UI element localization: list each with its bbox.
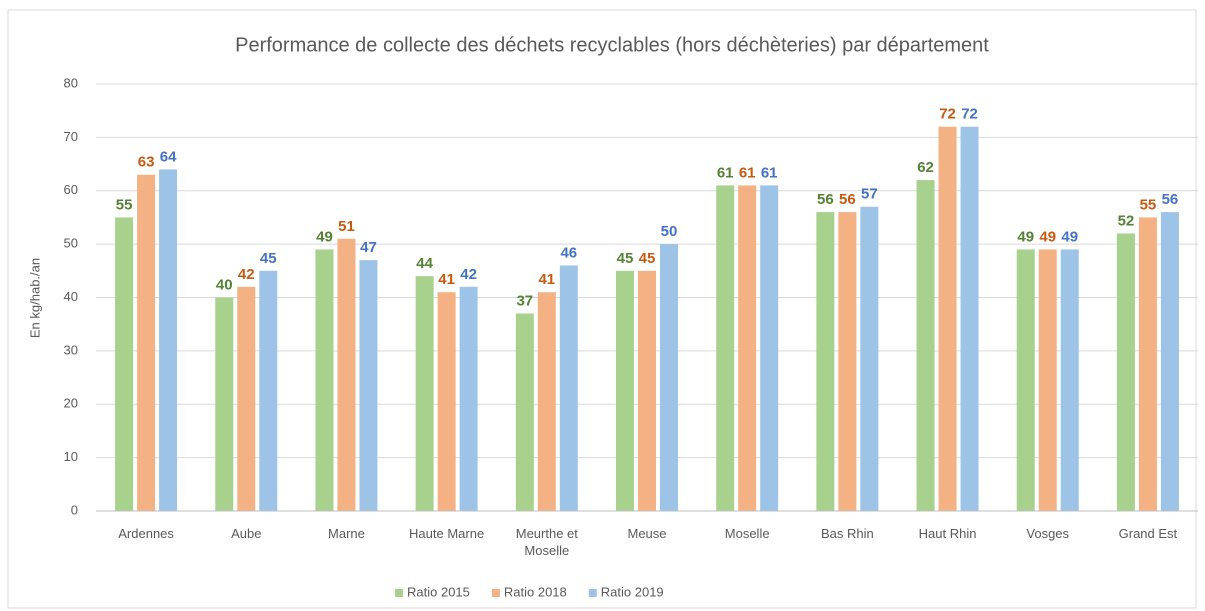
- x-tick-label: Vosges: [1026, 526, 1070, 541]
- data-label: 41: [438, 271, 455, 288]
- bar: [459, 286, 478, 511]
- y-tick-label: 30: [64, 342, 78, 357]
- bar: [359, 260, 378, 511]
- y-tick-label: 60: [64, 182, 78, 197]
- bar: [938, 126, 957, 511]
- bar: [1016, 249, 1035, 511]
- y-axis-label: En kg/hab./an: [27, 258, 42, 338]
- data-label: 56: [839, 191, 856, 208]
- bar: [716, 185, 735, 511]
- y-tick-label: 10: [64, 449, 78, 464]
- bar: [559, 265, 578, 511]
- legend-label: Ratio 2019: [601, 584, 664, 599]
- data-label: 64: [160, 148, 177, 165]
- x-tick-label: Moselle: [724, 526, 770, 541]
- bar: [159, 169, 178, 511]
- bar: [259, 270, 278, 511]
- bar: [315, 249, 334, 511]
- y-tick-label: 20: [64, 396, 78, 411]
- x-tick-label: Marne: [328, 526, 365, 541]
- bar: [638, 270, 656, 511]
- data-label: 41: [538, 271, 555, 288]
- x-tick-label: Meuse: [627, 526, 667, 541]
- bar: [760, 185, 779, 511]
- chart-border: [7, 9, 1197, 609]
- bar: [137, 174, 156, 512]
- data-label: 49: [316, 228, 333, 245]
- bar: [415, 276, 434, 511]
- bar: [838, 212, 857, 511]
- data-label: 61: [739, 164, 756, 181]
- chart-title: Performance de collecte des déchets recy…: [235, 34, 989, 56]
- x-tick-label: Aube: [231, 526, 262, 541]
- data-label: 45: [639, 250, 656, 267]
- data-label: 56: [817, 191, 834, 208]
- x-tick-label: Grand Est: [1118, 526, 1178, 541]
- bar: [738, 185, 757, 511]
- data-label: 61: [717, 164, 734, 181]
- data-label: 52: [1118, 212, 1135, 229]
- data-label: 56: [1162, 191, 1179, 208]
- data-label: 47: [360, 239, 377, 256]
- data-label: 55: [1140, 196, 1157, 213]
- data-label: 61: [761, 164, 778, 181]
- bar: [1160, 212, 1179, 511]
- bar: [916, 180, 935, 511]
- bar: [237, 286, 256, 511]
- data-label: 50: [661, 223, 678, 240]
- bar: [537, 292, 556, 511]
- y-tick-label: 70: [64, 129, 78, 144]
- data-label: 51: [338, 218, 355, 235]
- bar: [115, 217, 134, 511]
- data-label: 46: [560, 244, 577, 261]
- legend-label: Ratio 2015: [407, 584, 470, 599]
- legend-swatch: [491, 589, 500, 597]
- bar: [860, 206, 879, 511]
- y-tick-label: 80: [64, 75, 78, 90]
- x-tick-label: Meurthe et Moselle: [515, 526, 578, 558]
- y-tick-label: 50: [64, 236, 78, 251]
- y-tick-label: 0: [71, 502, 78, 517]
- bar: [660, 244, 678, 511]
- bar: [515, 313, 534, 511]
- y-tick-label: 40: [64, 289, 78, 304]
- bar: [437, 292, 456, 511]
- data-label: 42: [460, 266, 477, 283]
- bar: [1116, 233, 1135, 511]
- data-label: 45: [617, 250, 634, 267]
- bar: [337, 238, 356, 511]
- data-label: 49: [1017, 228, 1034, 245]
- x-tick-label: Haut Rhin: [918, 526, 977, 541]
- bar: [1060, 249, 1079, 511]
- x-tick-label: Haute Marne: [409, 526, 485, 541]
- data-label: 62: [917, 159, 934, 176]
- data-label: 40: [216, 276, 233, 293]
- data-label: 55: [116, 196, 133, 213]
- data-label: 45: [260, 250, 277, 267]
- x-tick-label: Bas Rhin: [820, 526, 874, 541]
- data-label: 57: [861, 186, 878, 203]
- bar: [960, 126, 979, 511]
- bar: [616, 270, 634, 511]
- bar: [1038, 249, 1057, 511]
- data-label: 63: [138, 154, 155, 171]
- data-label: 42: [238, 266, 255, 283]
- data-label: 49: [1039, 228, 1056, 245]
- legend-label: Ratio 2018: [504, 584, 567, 599]
- x-tick-label: Ardennes: [118, 526, 174, 541]
- bar: [215, 297, 234, 511]
- data-label: 72: [961, 106, 978, 123]
- data-label: 49: [1061, 228, 1078, 245]
- legend-swatch: [395, 589, 403, 597]
- bar: [1138, 217, 1157, 511]
- data-label: 44: [416, 255, 433, 272]
- data-label: 37: [516, 292, 533, 309]
- legend-swatch: [588, 589, 597, 597]
- data-label: 72: [939, 106, 956, 123]
- bar: [816, 212, 835, 511]
